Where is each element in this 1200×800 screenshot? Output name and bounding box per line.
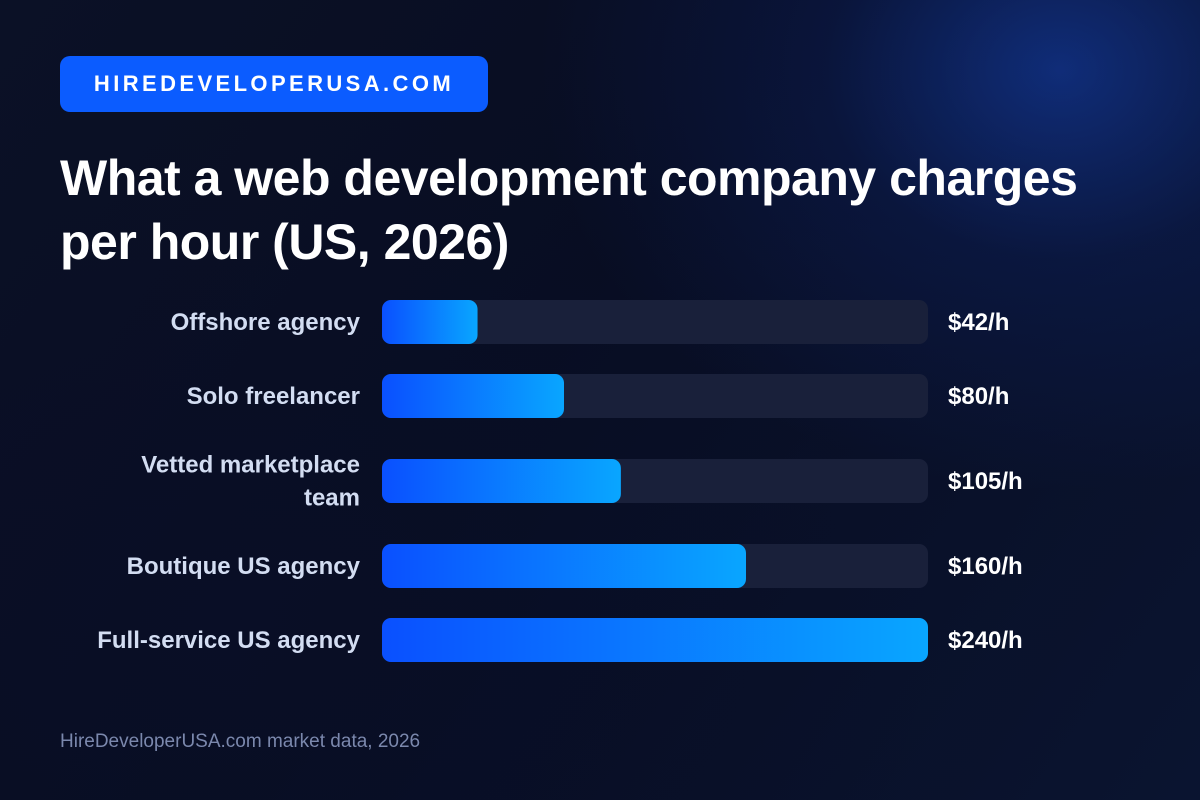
value-label: $42/h [948, 309, 1009, 336]
bar-track [382, 300, 928, 344]
source-footnote: HireDeveloperUSA.com market data, 2026 [60, 731, 421, 752]
bar [382, 300, 478, 344]
bar [382, 459, 621, 503]
bar [382, 544, 746, 588]
value-label: $240/h [948, 627, 1023, 654]
value-label: $105/h [948, 468, 1023, 495]
bar [382, 618, 928, 662]
category-label: Boutique US agency [127, 553, 361, 580]
bar [382, 374, 564, 418]
value-label: $80/h [948, 383, 1009, 410]
category-label: Solo freelancer [187, 383, 360, 410]
category-label: Vetted marketplace team [141, 452, 360, 512]
brand-badge: HIREDEVELOPERUSA.COM [60, 56, 488, 112]
chart-title: What a web development company charges p… [60, 150, 1078, 270]
value-label: $160/h [948, 553, 1023, 580]
category-label: Offshore agency [171, 309, 361, 336]
category-label: Full-service US agency [97, 627, 360, 654]
